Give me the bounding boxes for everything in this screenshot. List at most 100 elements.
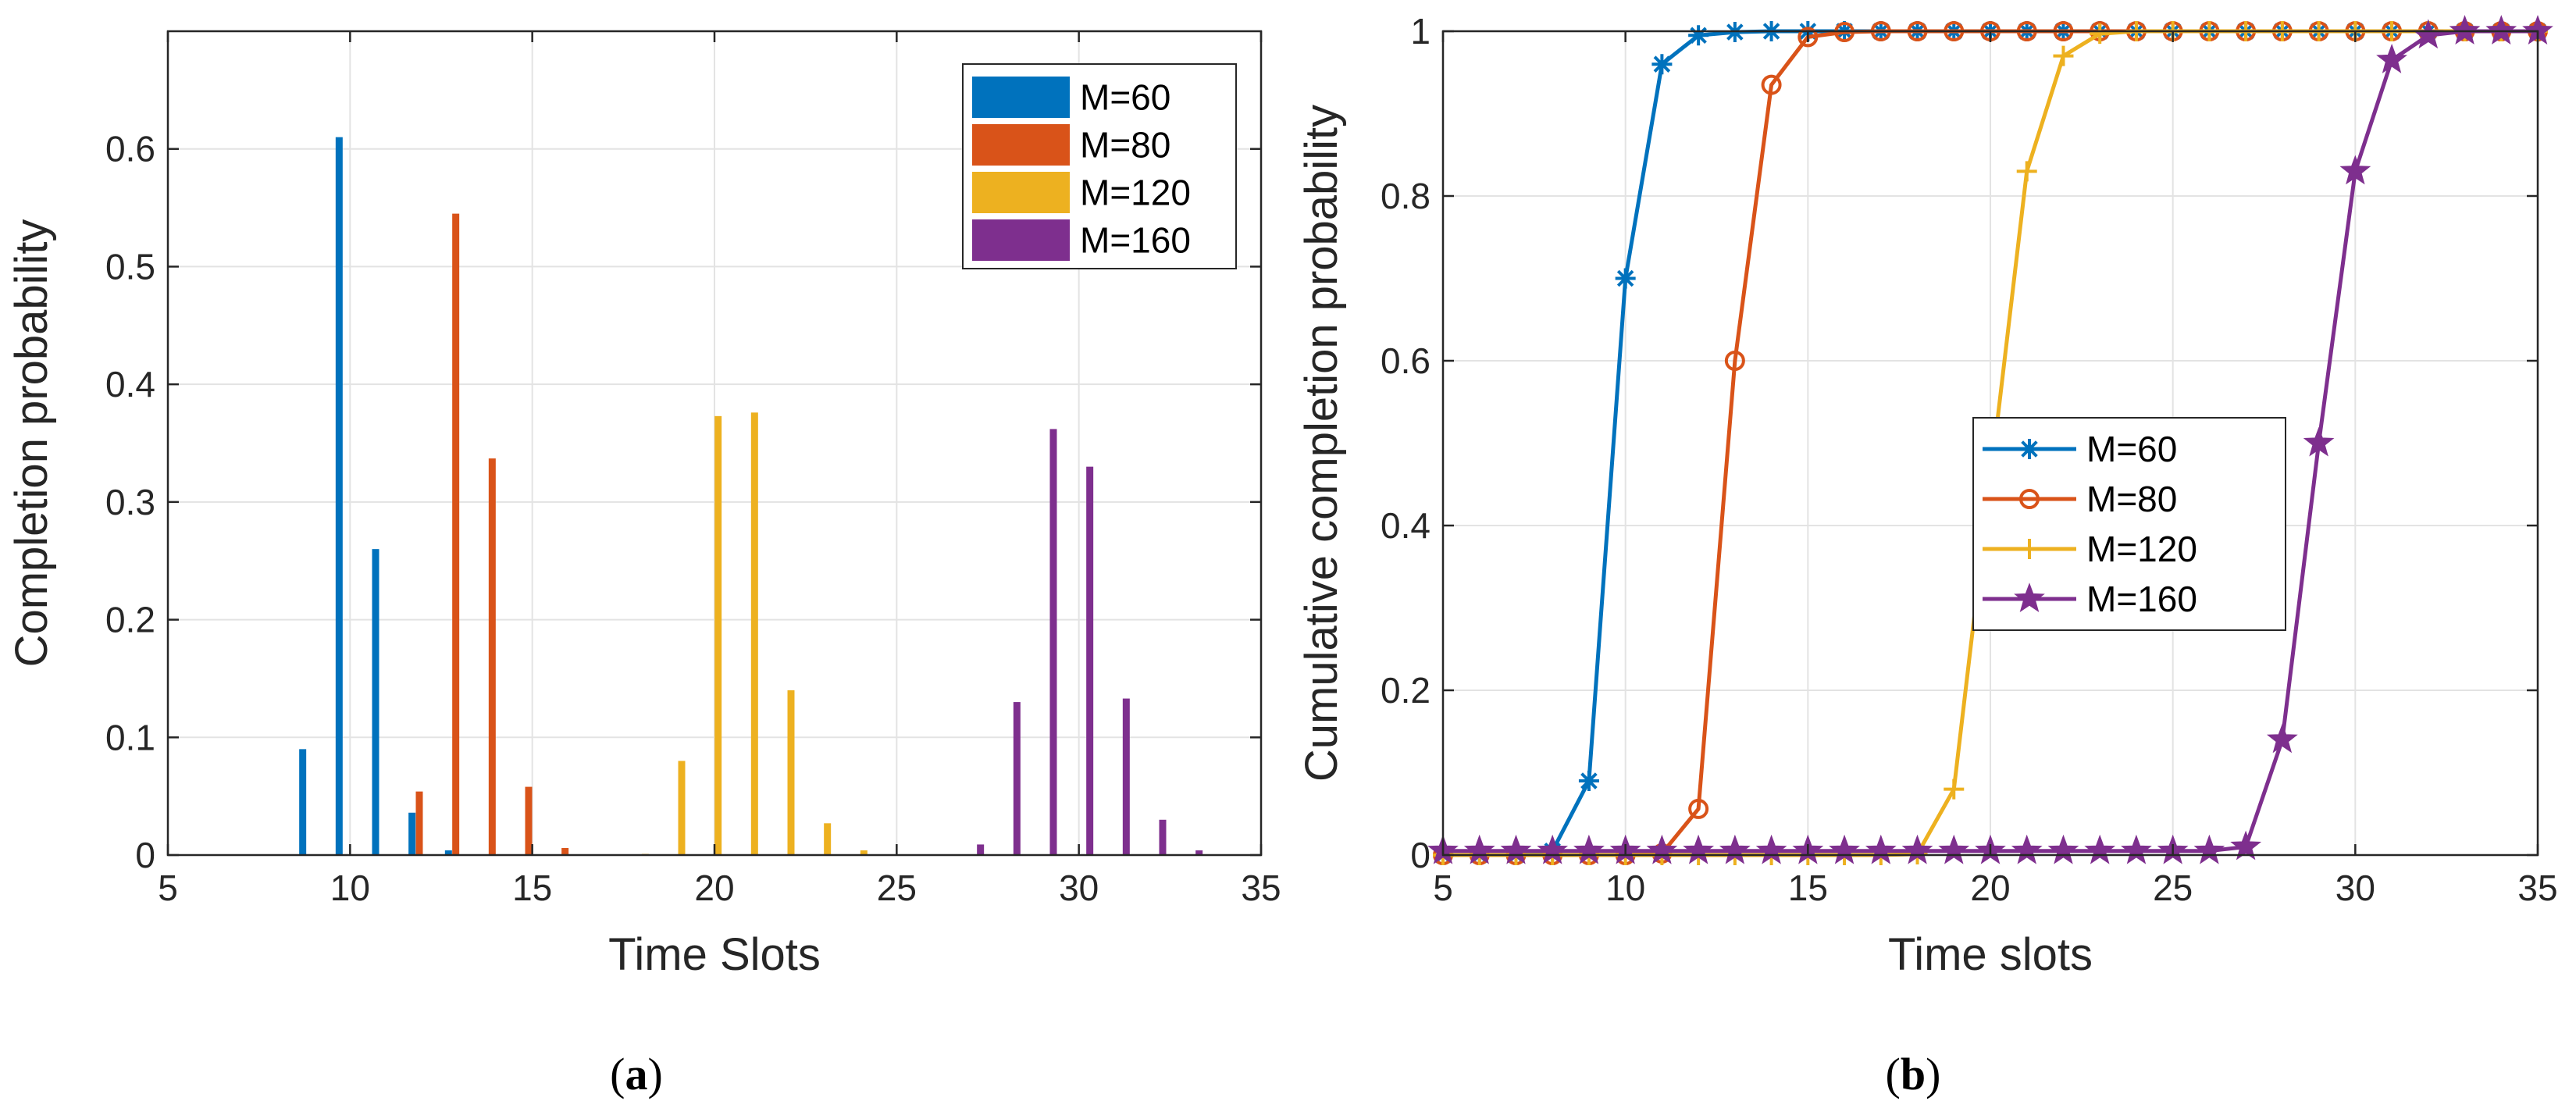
bar <box>452 213 460 855</box>
asterisk-marker <box>1651 54 1673 75</box>
bar <box>1159 819 1167 855</box>
panel-b: 5 10 15 20 25 30 35 0 0.2 0.4 0.6 0.8 1 Time slots Cum… <box>1296 11 2558 1099</box>
circle-marker <box>1797 27 1819 48</box>
legend-label: M=120 <box>1080 173 1191 213</box>
bar <box>444 850 452 855</box>
caption-letter: a <box>625 1049 648 1099</box>
star-marker <box>1463 834 1495 864</box>
star-marker <box>2193 834 2225 864</box>
y-tick-label: 0.8 <box>1381 176 1431 216</box>
x-axis-label: Time Slots <box>608 929 821 980</box>
y-tick-label: 0.3 <box>105 482 155 522</box>
bar <box>750 412 758 855</box>
legend-label: M=60 <box>1080 77 1170 118</box>
bar <box>488 458 496 855</box>
bar <box>1086 466 1094 855</box>
y-tick-label: 0 <box>135 835 155 875</box>
plus-marker <box>2090 23 2111 45</box>
y-tick-label: 0.4 <box>105 364 155 404</box>
star-marker <box>2339 155 2371 185</box>
legend-swatch <box>972 219 1070 261</box>
caption-open-paren: ( <box>610 1049 625 1099</box>
bar <box>1122 698 1130 855</box>
legend-label: M=80 <box>1080 125 1170 166</box>
x-tick-label: 35 <box>2517 868 2557 908</box>
star-marker <box>2266 723 2298 754</box>
y-axis-label: Completion probability <box>6 219 57 668</box>
y-tick-label: 0 <box>1410 835 1431 875</box>
star-marker <box>1646 834 1678 864</box>
x-tick-label: 10 <box>330 868 370 908</box>
bar <box>860 850 868 855</box>
y-tick-label: 0.4 <box>1381 505 1431 546</box>
x-tick-label: 20 <box>1970 868 2010 908</box>
caption-open-paren: ( <box>1886 1049 1901 1099</box>
bar <box>714 415 722 855</box>
bar <box>525 786 533 855</box>
panel-a: 5 10 15 20 25 30 35 0 0.1 0.2 0.3 0.4 0.5 0.6 Time Slo… <box>6 30 1281 1099</box>
y-tick-label: 0.6 <box>1381 340 1431 381</box>
legend-label: M=80 <box>2086 479 2177 519</box>
x-tick-label: 20 <box>694 868 734 908</box>
bar <box>415 791 423 855</box>
bar <box>787 690 795 855</box>
y-tick-label: 0.2 <box>1381 670 1431 711</box>
star-marker <box>2485 15 2517 45</box>
star-marker <box>2121 834 2152 864</box>
star-marker <box>2011 834 2043 864</box>
y-tick-label: 1 <box>1410 11 1431 52</box>
legend-label: M=160 <box>1080 220 1191 261</box>
asterisk-marker <box>1688 25 1709 46</box>
legend-label: M=60 <box>2086 429 2177 469</box>
caption-close-paren: ) <box>1926 1049 1940 1099</box>
x-tick-label: 25 <box>877 868 917 908</box>
x-axis-label: Time slots <box>1888 929 2093 980</box>
x-tick-label: 25 <box>2153 868 2193 908</box>
y-tick-label: 0.2 <box>105 600 155 640</box>
bar <box>561 847 569 855</box>
bar-series <box>977 429 1203 855</box>
star-marker <box>1865 834 1897 864</box>
bar-series <box>299 137 452 856</box>
star-marker <box>1829 834 1860 864</box>
panel-caption: (a) <box>610 1049 663 1099</box>
bar <box>408 812 416 855</box>
circle-marker <box>1761 74 1782 95</box>
x-tick-label: 15 <box>512 868 552 908</box>
plus-marker <box>1944 779 1965 800</box>
star-marker <box>1500 834 1532 864</box>
star-marker <box>2230 830 2262 861</box>
bar <box>299 749 307 855</box>
legend-label: M=160 <box>2086 579 2197 619</box>
star-marker <box>2303 426 2335 457</box>
x-tick-label: 5 <box>158 868 178 908</box>
bar <box>335 137 343 856</box>
legend-swatch <box>972 124 1070 166</box>
circle-marker <box>1688 798 1709 819</box>
panel-caption: (b) <box>1886 1049 1941 1099</box>
bar <box>372 549 379 855</box>
asterisk-marker <box>2019 439 2040 459</box>
x-tick-label: 30 <box>2336 868 2375 908</box>
bar <box>1013 702 1021 855</box>
y-tick-label: 0.1 <box>105 717 155 757</box>
star-marker <box>1537 834 1569 864</box>
plus-marker <box>2053 45 2074 66</box>
legend: M=60 M=80 M=120 M=160 <box>962 63 1237 269</box>
star-marker <box>1938 834 1970 864</box>
asterisk-marker <box>1615 268 1636 289</box>
legend: M=60 M=80 M=120 M=160 <box>1972 417 2286 631</box>
x-tick-label: 35 <box>1241 868 1281 908</box>
y-tick-label: 0.6 <box>105 129 155 169</box>
bar <box>977 844 985 855</box>
bar <box>1049 429 1057 855</box>
bar <box>1195 850 1203 855</box>
x-tick-label: 15 <box>1788 868 1828 908</box>
y-axis-label: Cumulative completion probability <box>1296 105 1347 782</box>
legend-label: M=120 <box>2086 529 2197 569</box>
legend-swatch <box>972 77 1070 118</box>
star-marker <box>2084 834 2116 864</box>
x-tick-label: 10 <box>1605 868 1645 908</box>
star-marker <box>2449 15 2481 45</box>
star-marker <box>1683 834 1715 864</box>
